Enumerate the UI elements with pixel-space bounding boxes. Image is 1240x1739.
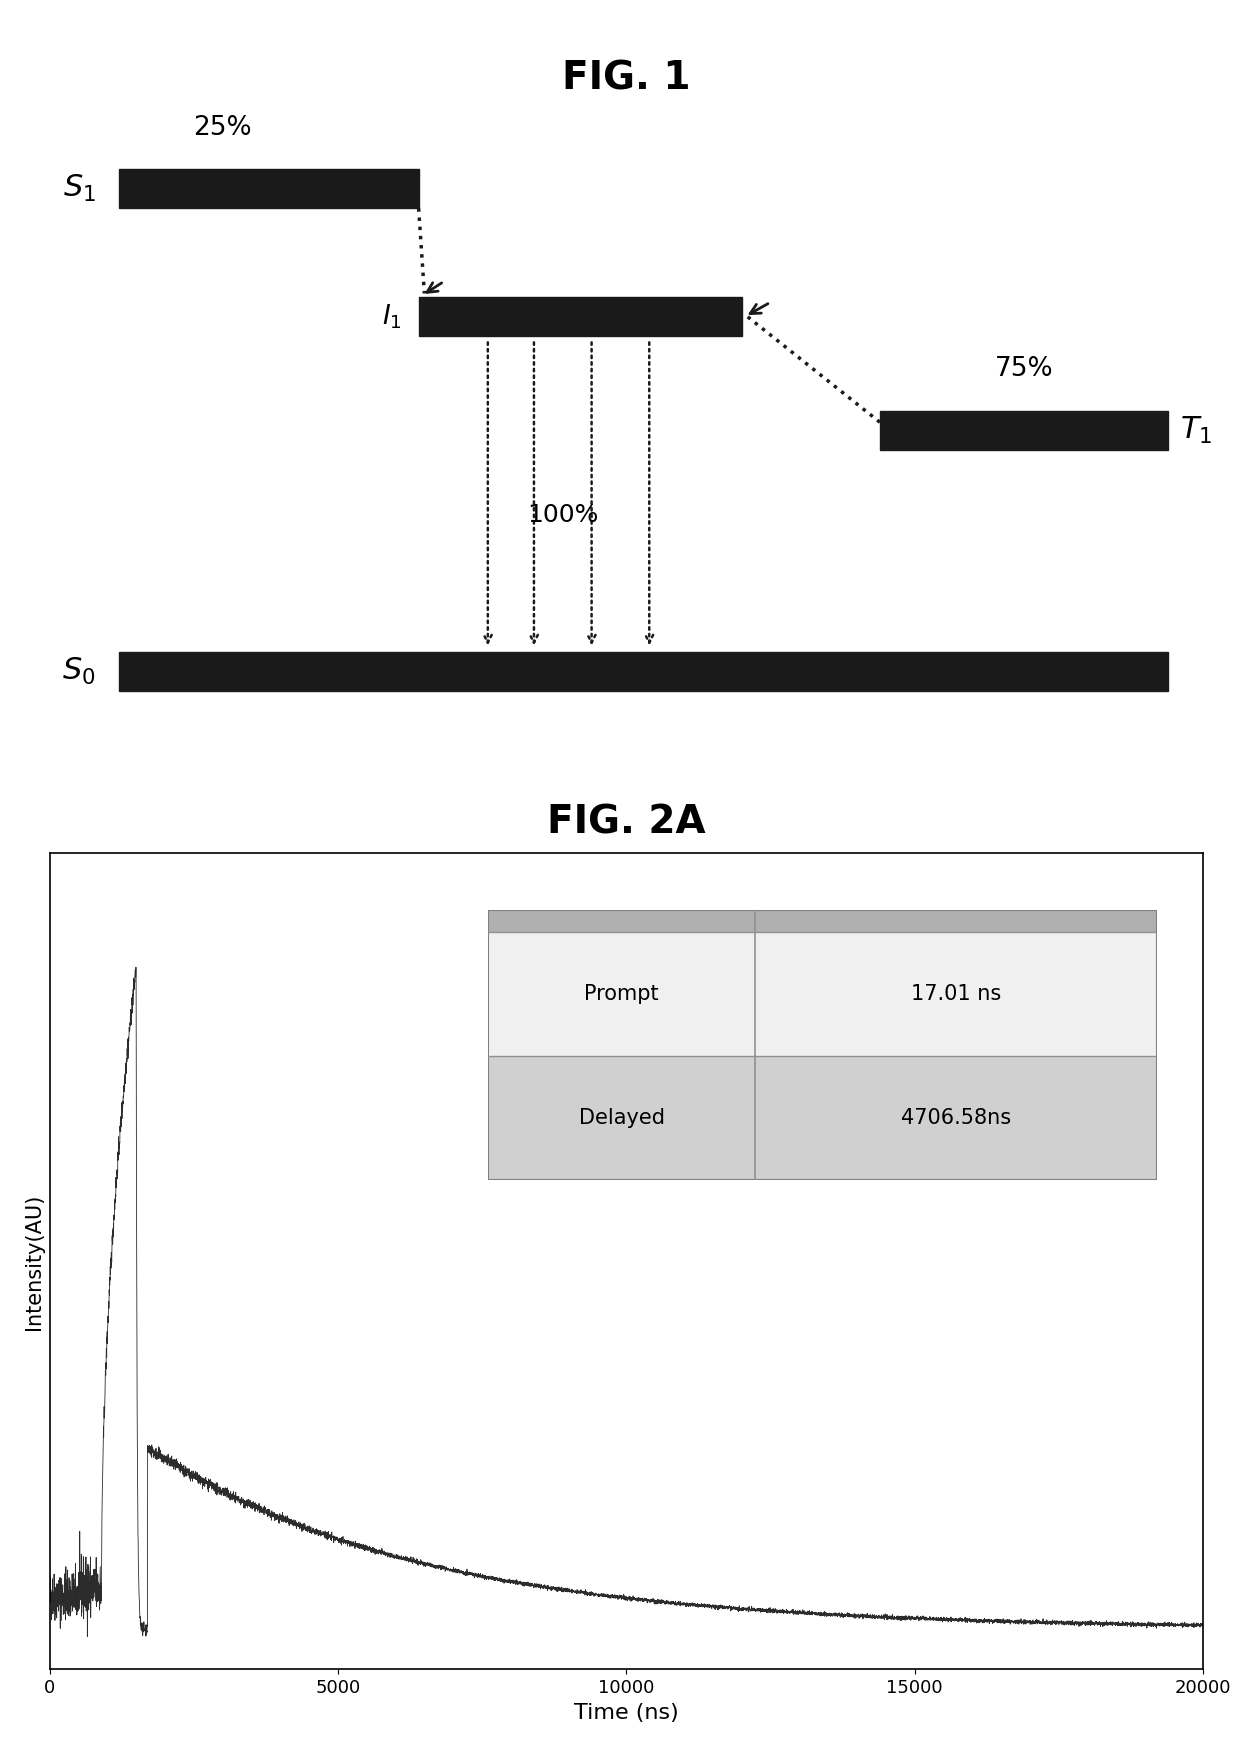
Text: $S_1$: $S_1$ xyxy=(63,174,95,203)
Bar xyxy=(119,652,1168,690)
X-axis label: Time (ns): Time (ns) xyxy=(574,1702,678,1723)
Text: $I_1$: $I_1$ xyxy=(382,303,402,330)
Text: FIG. 1: FIG. 1 xyxy=(562,59,691,97)
Text: 75%: 75% xyxy=(994,356,1053,383)
Title: FIG. 2A: FIG. 2A xyxy=(547,803,706,842)
Text: 25%: 25% xyxy=(193,115,252,141)
Y-axis label: Intensity(AU): Intensity(AU) xyxy=(24,1193,45,1330)
Bar xyxy=(419,297,742,336)
Text: $T_1$: $T_1$ xyxy=(1179,414,1211,445)
Bar xyxy=(880,410,1168,450)
Text: 100%: 100% xyxy=(527,503,599,527)
Text: $S_0$: $S_0$ xyxy=(62,656,95,687)
Bar xyxy=(119,169,419,209)
